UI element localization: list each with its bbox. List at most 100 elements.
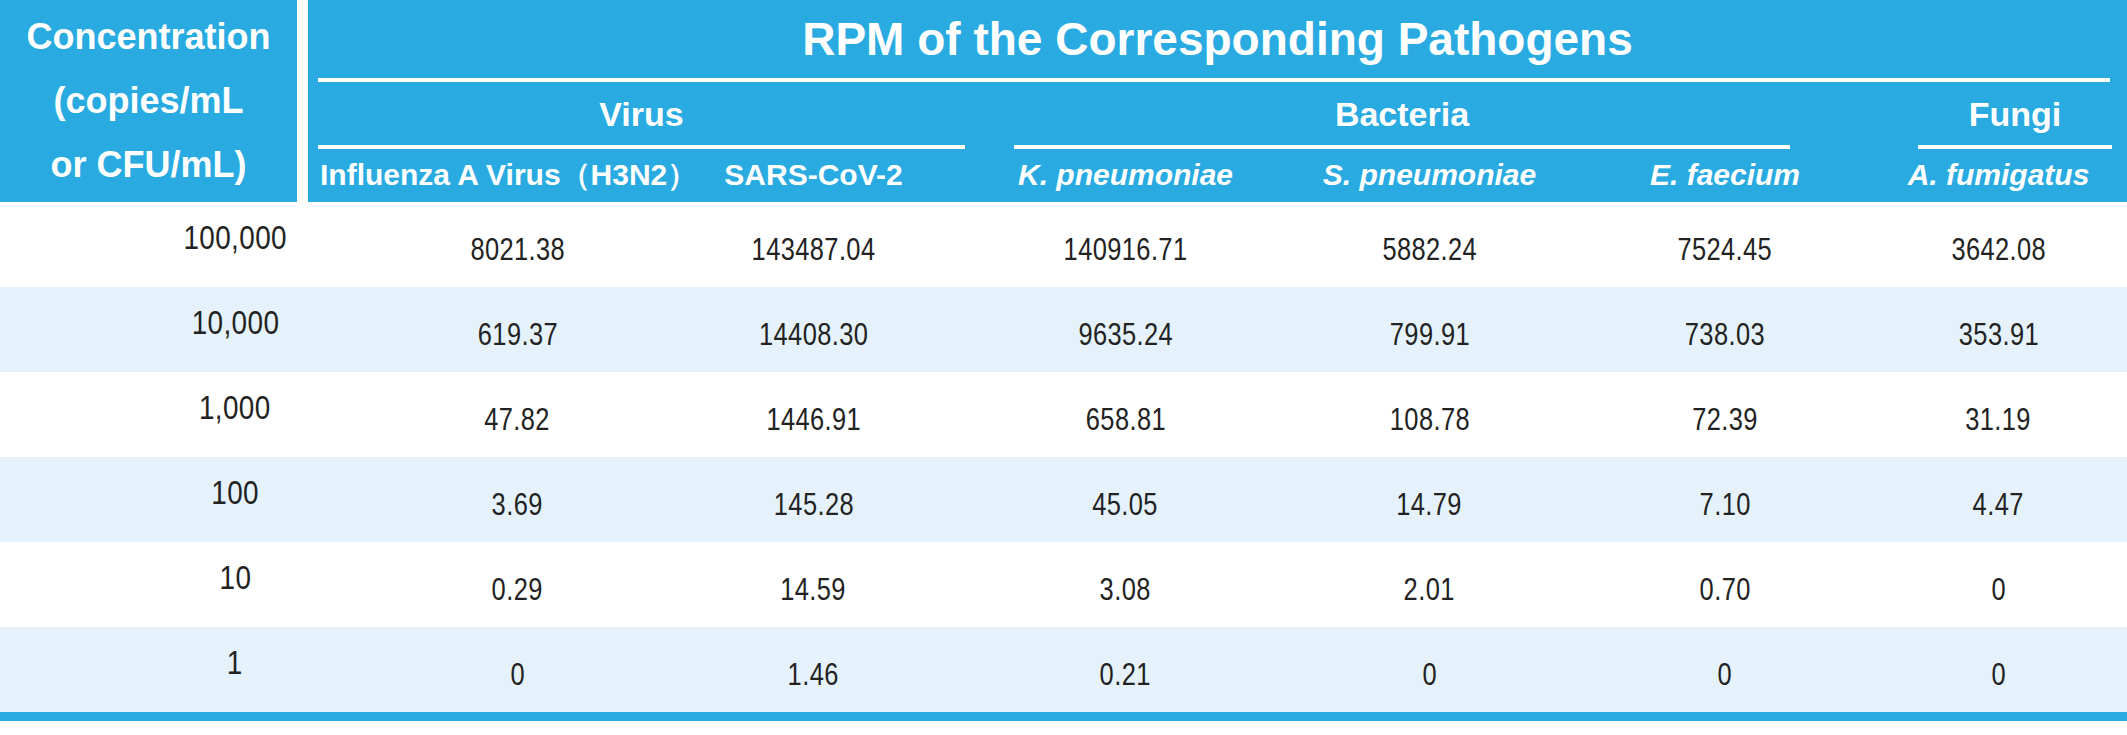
rpm-cell-influenza: 3.69	[380, 457, 655, 542]
rpm-value: 0	[510, 657, 525, 693]
rpm-cell-s-pneumoniae: 108.78	[1279, 372, 1580, 457]
table-row-100000: 100,000 8021.38 143487.04 140916.71 5882…	[0, 202, 2127, 287]
rpm-value: 45.05	[1093, 487, 1159, 523]
rpm-value: 14.59	[781, 572, 847, 608]
rpm-value: 72.39	[1692, 402, 1758, 438]
rpm-value: 1446.91	[766, 402, 861, 438]
concentration-cell: 1,000	[0, 372, 380, 457]
rpm-cell-e-faecium: 0	[1580, 627, 1870, 712]
column-header-influenza-a-virus: Influenza A Virus（H3N2）	[320, 152, 660, 198]
rpm-cell-s-pneumoniae: 799.91	[1279, 287, 1580, 372]
group-header-virus: Virus	[318, 90, 965, 138]
concentration-header-cell: Concentration (copies/mL or CFU/mL)	[0, 0, 297, 202]
rpm-cell-e-faecium: 7.10	[1580, 457, 1870, 542]
rpm-value: 108.78	[1389, 402, 1469, 438]
group-header-fungi: Fungi	[1918, 90, 2112, 138]
virus-underline	[318, 145, 965, 149]
rpm-cell-a-fumigatus: 0	[1870, 542, 2127, 627]
rpm-value: 14.79	[1397, 487, 1463, 523]
rpm-value: 5882.24	[1382, 232, 1477, 268]
rpm-cell-k-pneumoniae: 9635.24	[972, 287, 1279, 372]
rpm-cell-sars-cov-2: 145.28	[655, 457, 972, 542]
rpm-cell-k-pneumoniae: 658.81	[972, 372, 1279, 457]
rpm-cell-a-fumigatus: 353.91	[1870, 287, 2127, 372]
rpm-value: 7524.45	[1678, 232, 1773, 268]
rpm-cell-sars-cov-2: 14.59	[655, 542, 972, 627]
rpm-cell-s-pneumoniae: 2.01	[1279, 542, 1580, 627]
concentration-cell: 100,000	[0, 202, 380, 287]
rpm-cell-sars-cov-2: 14408.30	[655, 287, 972, 372]
rpm-value: 619.37	[477, 317, 557, 353]
concentration-header-line-1: Concentration	[26, 5, 270, 69]
concentration-cell: 10	[0, 542, 380, 627]
concentration-cell: 1	[0, 627, 380, 712]
concentration-header-line-3: or CFU/mL)	[51, 133, 247, 197]
rpm-cell-a-fumigatus: 31.19	[1870, 372, 2127, 457]
rpm-cell-e-faecium: 738.03	[1580, 287, 1870, 372]
rpm-value: 0	[1718, 657, 1733, 693]
rpm-cell-influenza: 8021.38	[380, 202, 655, 287]
rpm-cell-sars-cov-2: 1446.91	[655, 372, 972, 457]
column-header-a-fumigatus: A. fumigatus	[1870, 152, 2127, 198]
rpm-cell-influenza: 47.82	[380, 372, 655, 457]
fungi-underline	[1918, 145, 2112, 149]
rpm-value: 0	[1991, 572, 2006, 608]
rpm-cell-a-fumigatus: 0	[1870, 627, 2127, 712]
rpm-cell-k-pneumoniae: 140916.71	[972, 202, 1279, 287]
rpm-value: 738.03	[1685, 317, 1765, 353]
pathogen-rpm-table-figure: Concentration (copies/mL or CFU/mL) RPM …	[0, 0, 2127, 735]
rpm-cell-s-pneumoniae: 14.79	[1279, 457, 1580, 542]
rpm-value: 799.91	[1389, 317, 1469, 353]
concentration-value: 10,000	[191, 303, 279, 342]
table-row-1000: 1,000 47.82 1446.91 658.81 108.78 72.39 …	[0, 372, 2127, 457]
title-underline	[318, 78, 2110, 82]
concentration-value: 1	[227, 643, 243, 682]
rpm-cell-sars-cov-2: 143487.04	[655, 202, 972, 287]
rpm-value: 8021.38	[470, 232, 565, 268]
rpm-value: 145.28	[773, 487, 853, 523]
rpm-cell-influenza: 619.37	[380, 287, 655, 372]
rpm-value: 0.29	[492, 572, 543, 608]
data-table: 100,000 8021.38 143487.04 140916.71 5882…	[0, 202, 2127, 712]
table-row-10000: 10,000 619.37 14408.30 9635.24 799.91 73…	[0, 287, 2127, 372]
rpm-cell-k-pneumoniae: 0.21	[972, 627, 1279, 712]
group-header-bacteria: Bacteria	[1014, 90, 1790, 138]
rpm-value: 3.08	[1100, 572, 1151, 608]
rpm-value: 7.10	[1699, 487, 1750, 523]
rpm-cell-s-pneumoniae: 0	[1279, 627, 1580, 712]
rpm-value: 140916.71	[1064, 232, 1188, 268]
rpm-cell-e-faecium: 7524.45	[1580, 202, 1870, 287]
rpm-cell-k-pneumoniae: 3.08	[972, 542, 1279, 627]
rpm-value: 0.70	[1699, 572, 1750, 608]
table-row-100: 100 3.69 145.28 45.05 14.79 7.10 4.47	[0, 457, 2127, 542]
concentration-value: 1,000	[199, 388, 271, 427]
column-header-e-faecium: E. faecium	[1580, 152, 1870, 198]
bottom-border	[0, 712, 2127, 721]
rpm-value: 3642.08	[1951, 232, 2046, 268]
rpm-value: 658.81	[1085, 402, 1165, 438]
rpm-cell-influenza: 0	[380, 627, 655, 712]
rpm-value: 4.47	[1973, 487, 2024, 523]
table-row-1: 1 0 1.46 0.21 0 0 0	[0, 627, 2127, 712]
rpm-value: 353.91	[1958, 317, 2038, 353]
rpm-value: 3.69	[492, 487, 543, 523]
rpm-value: 9635.24	[1078, 317, 1173, 353]
rpm-value: 0	[1991, 657, 2006, 693]
rpm-cell-e-faecium: 0.70	[1580, 542, 1870, 627]
rpm-value: 2.01	[1404, 572, 1455, 608]
rpm-cell-a-fumigatus: 3642.08	[1870, 202, 2127, 287]
concentration-value: 10	[219, 558, 251, 597]
table-row-10: 10 0.29 14.59 3.08 2.01 0.70 0	[0, 542, 2127, 627]
table-title: RPM of the Corresponding Pathogens	[308, 6, 2127, 72]
rpm-cell-k-pneumoniae: 45.05	[972, 457, 1279, 542]
column-header-sars-cov-2: SARS-CoV-2	[655, 152, 972, 198]
rpm-cell-influenza: 0.29	[380, 542, 655, 627]
rpm-cell-s-pneumoniae: 5882.24	[1279, 202, 1580, 287]
rpm-cell-e-faecium: 72.39	[1580, 372, 1870, 457]
rpm-value: 47.82	[485, 402, 551, 438]
rpm-cell-a-fumigatus: 4.47	[1870, 457, 2127, 542]
rpm-value: 14408.30	[759, 317, 868, 353]
concentration-cell: 10,000	[0, 287, 380, 372]
concentration-value: 100,000	[183, 218, 287, 257]
rpm-value: 0	[1422, 657, 1437, 693]
